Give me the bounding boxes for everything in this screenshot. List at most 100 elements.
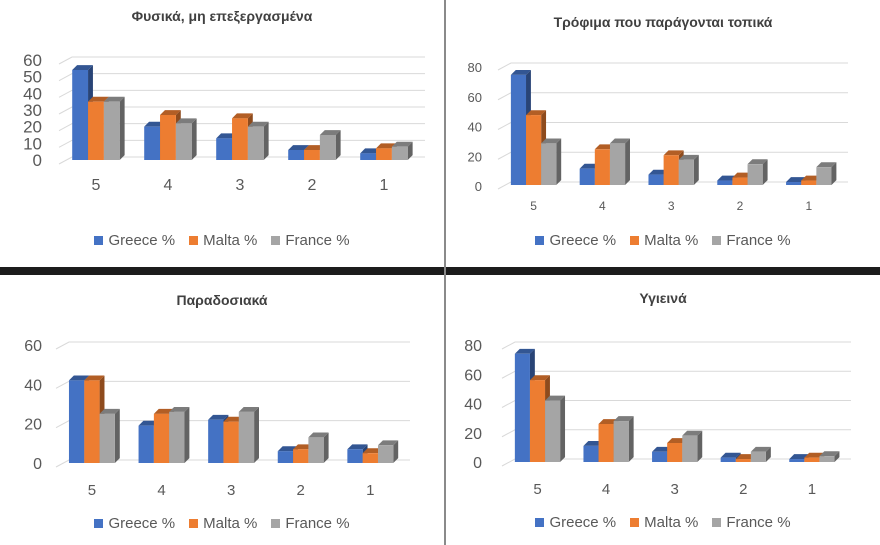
bar-top xyxy=(99,408,120,414)
bar-side xyxy=(114,408,120,463)
bar-top xyxy=(376,143,397,149)
bar-top xyxy=(153,408,175,414)
bar-top xyxy=(247,121,269,127)
bar-front xyxy=(583,445,599,462)
bar-top xyxy=(789,454,810,460)
bar-front xyxy=(678,159,694,185)
legend-swatch xyxy=(712,518,722,527)
legend-label: Malta % xyxy=(644,514,699,531)
bar-front xyxy=(786,182,802,185)
bar-top xyxy=(293,444,314,450)
bar-top xyxy=(541,138,562,144)
bar-top xyxy=(717,175,738,181)
bar-front xyxy=(169,411,185,463)
bar-side xyxy=(191,118,197,160)
legend-label: France % xyxy=(726,514,791,531)
gridline xyxy=(501,341,851,350)
x-tick-label: 4 xyxy=(164,177,173,194)
panel-divider-horizontal xyxy=(0,267,880,275)
bar-top xyxy=(391,141,413,147)
gridline xyxy=(497,122,848,130)
bar-france xyxy=(541,138,562,185)
bar-side xyxy=(834,451,840,462)
legend-item: Malta % xyxy=(630,232,698,249)
bar-france xyxy=(609,138,630,185)
legend-swatch xyxy=(94,519,104,528)
bar-front xyxy=(594,149,610,185)
bar-side xyxy=(625,138,630,185)
bar-france xyxy=(545,395,566,462)
bar-front xyxy=(514,353,530,462)
bar-front xyxy=(362,453,378,463)
bar-france xyxy=(816,162,837,185)
bar-top xyxy=(750,446,771,452)
bar-top xyxy=(88,96,109,102)
x-tick-label: 3 xyxy=(668,199,675,213)
bar-front xyxy=(99,413,115,463)
chart-plot: 0 20 40 60 80 5 4 3 2 1 xyxy=(464,338,851,498)
bar-front xyxy=(747,164,763,185)
bar-front xyxy=(238,411,255,463)
bar-top xyxy=(678,154,699,160)
y-tick-label: 40 xyxy=(468,120,482,135)
bar-top xyxy=(545,395,566,401)
x-tick-label: 5 xyxy=(533,481,541,498)
legend-swatch xyxy=(271,236,281,245)
bar-top xyxy=(72,65,93,70)
bar-france xyxy=(613,416,634,462)
bar-front xyxy=(277,451,294,463)
y-tick-label: 20 xyxy=(23,118,42,137)
bar-front xyxy=(529,380,546,462)
bar-front xyxy=(223,421,239,463)
gridline xyxy=(58,139,425,148)
legend-item: France % xyxy=(712,232,791,249)
bar-front xyxy=(319,135,336,160)
bar-top xyxy=(160,110,181,115)
bar-side xyxy=(263,121,269,160)
legend-item: Greece % xyxy=(535,514,616,531)
bar-top xyxy=(223,416,244,422)
bar-france xyxy=(377,440,399,463)
legend-label: France % xyxy=(726,232,791,249)
y-tick-label: 0 xyxy=(33,456,42,473)
legend-label: Greece % xyxy=(108,515,176,532)
legend-item: Greece % xyxy=(535,232,616,249)
gridline xyxy=(55,341,410,350)
bar-top xyxy=(216,133,237,139)
y-tick-label: 0 xyxy=(473,455,482,472)
bar-top xyxy=(583,441,604,446)
bar-top xyxy=(277,446,298,452)
bar-front xyxy=(103,101,120,160)
x-tick-label: 1 xyxy=(366,482,374,499)
bar-front xyxy=(144,126,161,160)
bar-top xyxy=(747,159,768,165)
chart-title: Υγιεινά xyxy=(639,290,687,306)
y-tick-label: 30 xyxy=(23,101,42,120)
bar-front xyxy=(391,146,408,160)
bar-top xyxy=(169,406,190,412)
x-tick-label: 1 xyxy=(805,199,812,213)
legend-swatch xyxy=(712,236,722,245)
bar-france xyxy=(682,430,703,462)
y-tick-label: 20 xyxy=(468,149,482,164)
legend-label: Greece % xyxy=(108,232,176,249)
bar-side xyxy=(335,130,341,160)
y-tick-label: 80 xyxy=(468,60,482,75)
bar-france xyxy=(169,406,190,463)
bar-front xyxy=(720,457,736,462)
chart-legend: Greece % Malta % France % xyxy=(0,515,444,532)
x-tick-label: 1 xyxy=(808,481,816,498)
bar-top xyxy=(175,118,197,124)
bar-top xyxy=(526,110,547,116)
legend-label: Malta % xyxy=(203,232,258,249)
legend-label: France % xyxy=(285,515,350,532)
bar-top xyxy=(735,454,756,460)
x-tick-label: 4 xyxy=(157,482,165,499)
x-tick-label: 5 xyxy=(92,177,101,194)
bar-side xyxy=(119,96,125,160)
gridline xyxy=(55,380,410,389)
bar-front xyxy=(526,115,542,185)
bar-side xyxy=(628,416,634,462)
bar-france xyxy=(747,159,768,185)
bar-top xyxy=(652,446,673,452)
